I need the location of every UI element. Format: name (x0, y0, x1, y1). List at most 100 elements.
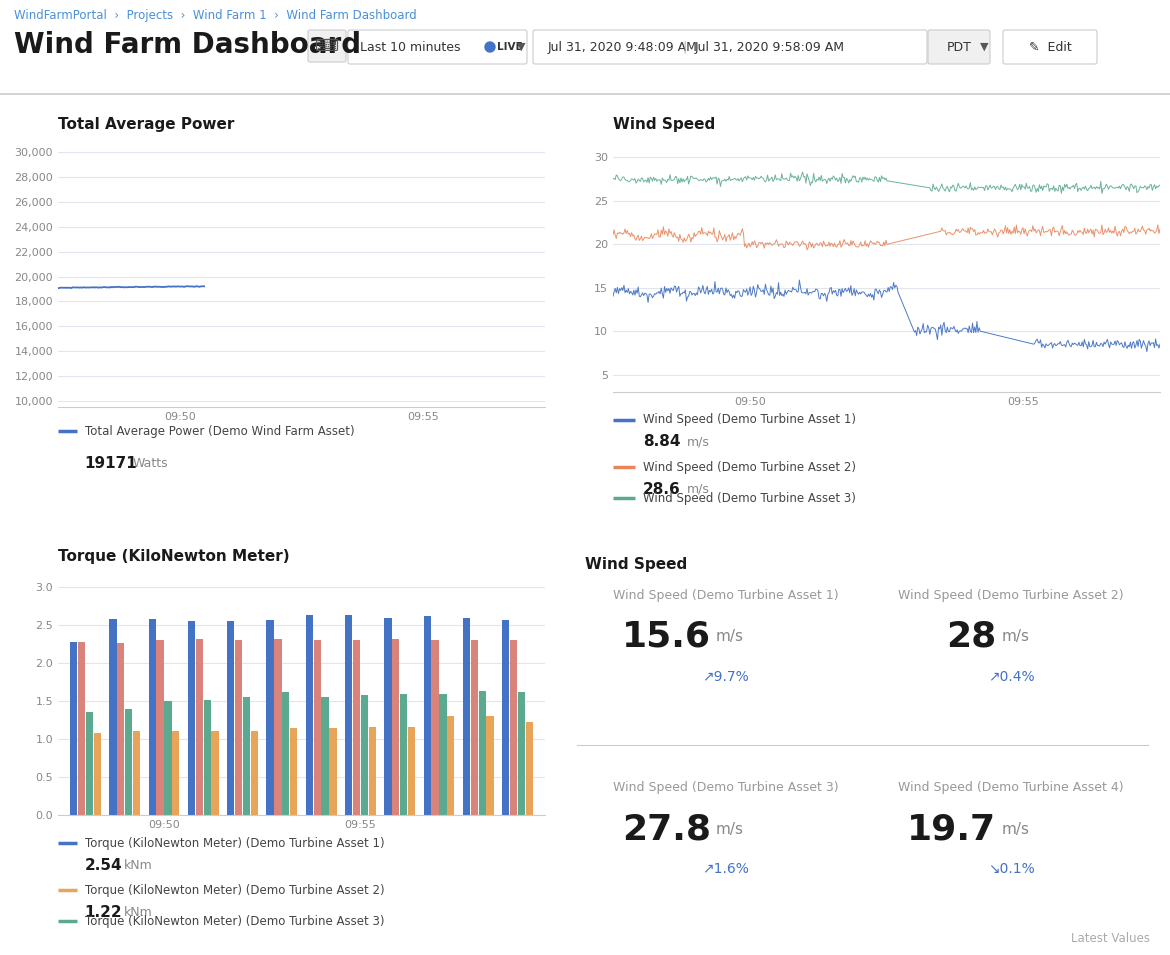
Bar (250, 732, 257, 815)
Bar (125, 709, 132, 815)
Text: 28.6: 28.6 (644, 481, 681, 497)
Text: Jul 31, 2020 9:58:09 AM: Jul 31, 2020 9:58:09 AM (695, 40, 845, 53)
Text: ▼: ▼ (517, 42, 525, 52)
Text: Wind Speed (Demo Turbine Asset 3): Wind Speed (Demo Turbine Asset 3) (644, 492, 856, 504)
Text: Wind Speed (Demo Turbine Asset 2): Wind Speed (Demo Turbine Asset 2) (899, 589, 1124, 602)
Text: m/s: m/s (1002, 629, 1030, 645)
Text: 8.84: 8.84 (644, 435, 681, 450)
Bar (392, 639, 399, 815)
Text: Wind Speed (Demo Turbine Asset 1): Wind Speed (Demo Turbine Asset 1) (644, 414, 856, 427)
FancyBboxPatch shape (928, 30, 990, 64)
Text: 19171: 19171 (84, 456, 138, 471)
Bar (172, 732, 179, 815)
Bar (227, 622, 234, 815)
Bar (408, 727, 415, 815)
Text: Wind Speed: Wind Speed (613, 117, 715, 132)
Text: LIVE: LIVE (497, 42, 523, 52)
Bar (212, 732, 219, 815)
FancyBboxPatch shape (1003, 30, 1097, 64)
FancyBboxPatch shape (534, 30, 927, 64)
Bar (463, 618, 470, 815)
Text: ⌨: ⌨ (315, 37, 339, 55)
Bar (282, 692, 289, 815)
Text: ↗9.7%: ↗9.7% (702, 669, 749, 684)
Bar (195, 639, 204, 815)
Text: Wind Speed (Demo Turbine Asset 2): Wind Speed (Demo Turbine Asset 2) (644, 460, 856, 474)
Text: 15.6: 15.6 (621, 620, 710, 654)
Text: Wind Speed (Demo Turbine Asset 1): Wind Speed (Demo Turbine Asset 1) (613, 589, 839, 602)
Text: WindFarmPortal  ›  Projects  ›  Wind Farm 1  ›  Wind Farm Dashboard: WindFarmPortal › Projects › Wind Farm 1 … (14, 10, 417, 23)
FancyBboxPatch shape (308, 30, 346, 62)
Text: m/s: m/s (1002, 822, 1030, 837)
Text: |: | (683, 40, 687, 53)
Bar (369, 727, 376, 815)
Text: ↗0.4%: ↗0.4% (987, 669, 1034, 684)
Bar (305, 615, 312, 815)
Bar (314, 641, 321, 815)
Bar (94, 733, 101, 815)
Bar (329, 728, 337, 815)
Text: Torque (KiloNewton Meter) (Demo Turbine Asset 1): Torque (KiloNewton Meter) (Demo Turbine … (84, 837, 385, 850)
Bar (109, 619, 117, 815)
Bar (400, 693, 407, 815)
Text: ▼: ▼ (980, 42, 989, 52)
Text: m/s: m/s (687, 482, 710, 496)
Bar (267, 620, 274, 815)
Circle shape (486, 42, 495, 52)
Text: Torque (KiloNewton Meter): Torque (KiloNewton Meter) (58, 549, 290, 563)
Bar (290, 729, 297, 815)
Bar (525, 722, 532, 815)
Bar (322, 697, 329, 815)
Bar (243, 697, 250, 815)
Text: 1.22: 1.22 (84, 904, 123, 920)
Bar (432, 640, 439, 815)
Bar (510, 641, 517, 815)
Bar (518, 692, 525, 815)
Bar (487, 716, 494, 815)
Text: Total Average Power (Demo Wind Farm Asset): Total Average Power (Demo Wind Farm Asse… (84, 425, 355, 438)
Text: Torque (KiloNewton Meter) (Demo Turbine Asset 3): Torque (KiloNewton Meter) (Demo Turbine … (84, 915, 384, 927)
Text: Wind Farm Dashboard: Wind Farm Dashboard (14, 31, 362, 59)
Bar (470, 641, 477, 815)
Text: Wind Speed (Demo Turbine Asset 4): Wind Speed (Demo Turbine Asset 4) (899, 781, 1124, 795)
Bar (384, 618, 392, 815)
Bar (345, 615, 352, 815)
Text: 2.54: 2.54 (84, 858, 123, 873)
Text: kNm: kNm (124, 905, 152, 919)
Text: 19.7: 19.7 (907, 813, 996, 846)
Text: 27.8: 27.8 (621, 813, 710, 846)
Text: m/s: m/s (716, 822, 744, 837)
Bar (447, 716, 454, 815)
Bar (157, 641, 164, 815)
Text: Torque (KiloNewton Meter) (Demo Turbine Asset 2): Torque (KiloNewton Meter) (Demo Turbine … (84, 883, 385, 897)
Bar (133, 732, 140, 815)
Bar (235, 640, 242, 815)
Bar (502, 620, 509, 815)
Bar (149, 619, 156, 815)
Text: 28: 28 (947, 620, 996, 654)
Bar (188, 622, 195, 815)
Bar (274, 639, 282, 815)
Bar (117, 644, 124, 815)
Text: ↗1.6%: ↗1.6% (702, 862, 749, 877)
Bar (70, 642, 77, 815)
Bar (204, 700, 211, 815)
Text: Wind Speed: Wind Speed (585, 557, 687, 572)
Text: Total Average Power: Total Average Power (58, 117, 234, 132)
Bar (424, 616, 431, 815)
Text: Watts: Watts (132, 456, 168, 470)
Bar (85, 712, 94, 815)
FancyBboxPatch shape (347, 30, 526, 64)
Text: m/s: m/s (687, 435, 710, 449)
Bar (360, 695, 367, 815)
Text: PDT: PDT (947, 40, 971, 53)
Text: Wind Speed (Demo Turbine Asset 3): Wind Speed (Demo Turbine Asset 3) (613, 781, 839, 795)
Bar (353, 641, 360, 815)
Text: Latest Values: Latest Values (1071, 932, 1150, 945)
Bar (164, 701, 172, 815)
Text: ✎  Edit: ✎ Edit (1028, 40, 1072, 53)
Bar (479, 691, 486, 815)
Bar (78, 642, 85, 815)
Text: Last 10 minutes: Last 10 minutes (360, 40, 461, 53)
Text: m/s: m/s (716, 629, 744, 645)
